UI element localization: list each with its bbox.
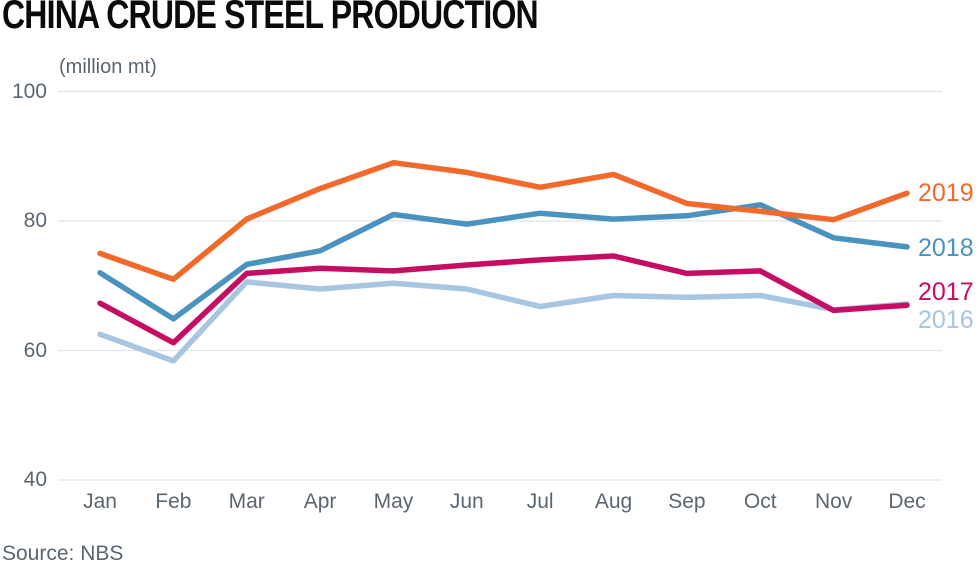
x-tick-label-oct: Oct — [743, 490, 777, 513]
series-line-2019 — [97, 159, 910, 283]
series-label-2018: 2018 — [918, 234, 974, 262]
y-tick-label-80: 80 — [23, 209, 47, 232]
x-tick-label-dec: Dec — [888, 490, 926, 513]
chart-title: CHINA CRUDE STEEL PRODUCTION — [2, 0, 539, 37]
x-tick-label-jul: Jul — [526, 490, 554, 513]
unit-label: (million mt) — [59, 56, 157, 78]
series-label-2017: 2017 — [918, 278, 974, 306]
x-tick-label-sep: Sep — [668, 490, 706, 513]
gridlines — [58, 90, 942, 481]
series-label-2019: 2019 — [918, 179, 974, 207]
series-line-2017 — [97, 253, 910, 346]
x-tick-label-nov: Nov — [814, 490, 853, 513]
series-lines — [97, 159, 910, 364]
source-credit: Source: NBS — [2, 542, 124, 565]
series-label-2016: 2016 — [918, 306, 974, 334]
y-tick-label-40: 40 — [23, 468, 47, 491]
x-tick-label-jan: Jan — [83, 490, 117, 513]
x-tick-label-may: May — [373, 490, 414, 513]
x-tick-label-jun: Jun — [449, 490, 484, 513]
y-tick-label-100: 100 — [11, 79, 47, 103]
series-line-2016 — [97, 279, 910, 364]
x-tick-label-apr: Apr — [303, 490, 337, 513]
x-tick-label-feb: Feb — [155, 490, 192, 513]
y-tick-label-60: 60 — [23, 338, 47, 362]
x-tick-label-aug: Aug — [594, 490, 633, 513]
x-tick-label-mar: Mar — [228, 490, 265, 513]
